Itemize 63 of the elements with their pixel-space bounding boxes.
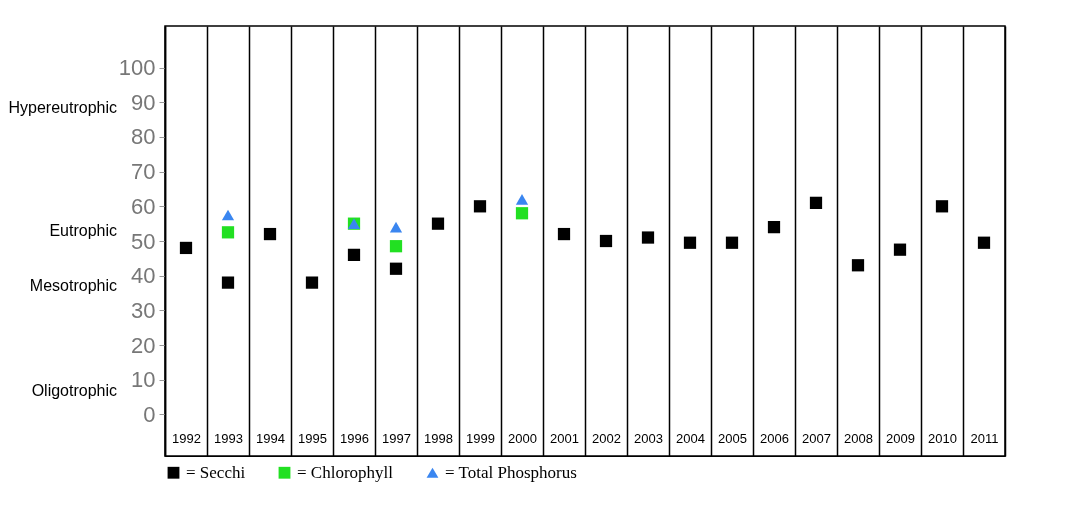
y-tick-label: 100 — [118, 55, 156, 81]
x-tick-label: 2001 — [550, 430, 579, 446]
point — [221, 209, 235, 221]
text: Eutrophic — [49, 222, 117, 239]
x-tick-label: 1997 — [382, 430, 411, 446]
legend-label: = Chlorophyll — [297, 462, 394, 482]
point — [389, 240, 403, 253]
y-tick-label: 20 — [131, 332, 156, 358]
point — [515, 207, 529, 220]
x-tick-label: 1998 — [424, 430, 453, 446]
x-tick-label: 1993 — [214, 430, 243, 446]
point — [179, 241, 193, 255]
point — [683, 236, 697, 249]
y-tick-label: 90 — [131, 89, 156, 115]
x-tick-label: 2007 — [802, 430, 831, 446]
point — [851, 259, 865, 272]
x-tick-label: 2002 — [592, 430, 621, 446]
point — [473, 200, 487, 213]
point — [557, 227, 571, 241]
x-tick-label: 2011 — [970, 430, 999, 446]
legend-label: = Secchi — [186, 462, 246, 482]
x-tick-label: 2006 — [760, 430, 789, 446]
point — [347, 248, 361, 261]
y-tick-label: 10 — [131, 367, 156, 393]
point — [767, 221, 781, 234]
point — [935, 200, 949, 213]
x-tick-label: 1992 — [172, 430, 201, 446]
legend-label: = Total Phosphorus — [445, 462, 577, 482]
x-tick-label: 2008 — [844, 430, 873, 446]
y-tick-label: 80 — [131, 124, 156, 150]
point — [977, 236, 991, 249]
text: Mesotrophic — [29, 277, 117, 294]
point — [515, 194, 529, 205]
point — [893, 243, 907, 256]
point — [431, 217, 445, 230]
point — [389, 221, 403, 233]
y-tick-label: 30 — [131, 297, 156, 323]
point — [725, 236, 739, 249]
text: Oligotrophic — [31, 382, 117, 399]
point — [305, 276, 319, 289]
point — [599, 234, 613, 248]
x-tick-label: 2009 — [886, 430, 915, 446]
x-tick-label: 1995 — [298, 430, 327, 446]
x-tick-label: 1996 — [340, 430, 369, 446]
x-tick-label: 1994 — [256, 430, 285, 446]
x-tick-label: 1999 — [466, 430, 495, 446]
text: Hypereutrophic — [8, 99, 117, 116]
point — [221, 226, 235, 239]
x-tick-label: 2005 — [718, 430, 747, 446]
y-tick-label: 50 — [131, 228, 156, 254]
point — [389, 262, 403, 275]
y-tick-label: 60 — [131, 193, 156, 219]
y-tick-label: 0 — [143, 401, 156, 427]
point — [221, 276, 235, 289]
x-tick-label: 2010 — [928, 430, 957, 446]
point — [263, 227, 277, 241]
point — [809, 196, 823, 209]
x-tick-label: 2004 — [676, 430, 705, 446]
point — [641, 231, 655, 244]
x-tick-label: 2003 — [634, 430, 663, 446]
y-tick-label: 40 — [131, 263, 156, 289]
y-tick-label: 70 — [131, 159, 156, 185]
x-tick-label: 2000 — [508, 430, 537, 446]
